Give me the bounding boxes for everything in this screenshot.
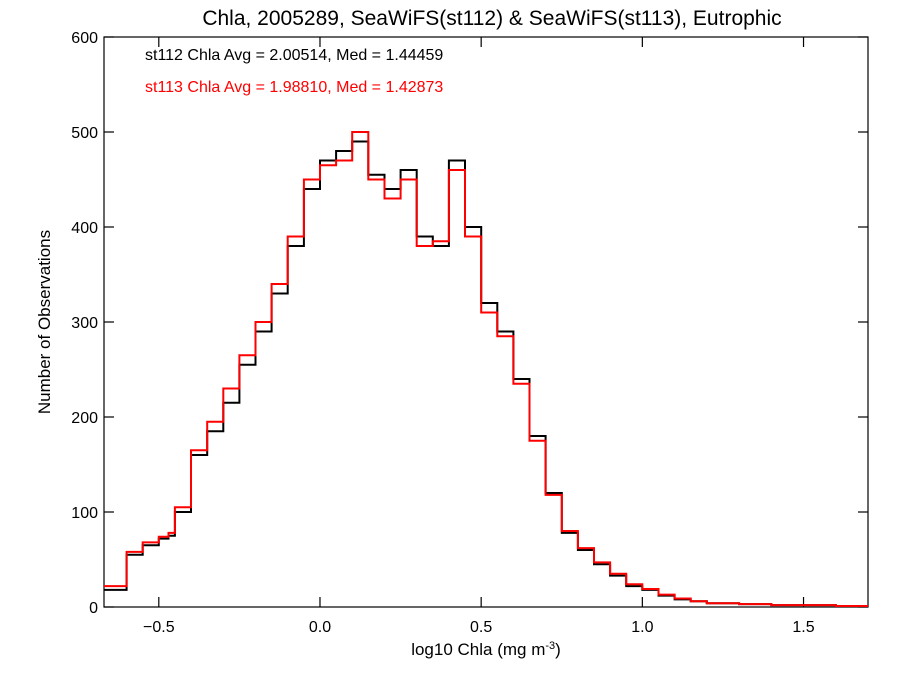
histogram-series	[104, 131, 868, 607]
x-axis-ticks: −0.5 0.0 0.5 1.0 1.5	[143, 37, 815, 636]
x-tick-label: 0.0	[309, 619, 331, 636]
x-axis-label: log10 Chla (mg m-3)	[411, 640, 561, 659]
x-tick-label: 1.0	[631, 619, 653, 636]
y-tick-label: 600	[71, 30, 98, 47]
x-tick-label: −0.5	[143, 619, 175, 636]
y-tick-label: 100	[71, 505, 98, 522]
y-axis-ticks: 0 100 200 300 400 500 600	[71, 30, 868, 617]
x-axis-label-tail: )	[555, 640, 561, 659]
y-tick-label: 400	[71, 220, 98, 237]
x-axis-label-superscript: -3	[545, 640, 555, 652]
legend-entry-st113: st113 Chla Avg = 1.98810, Med = 1.42873	[145, 79, 443, 96]
series-line-0	[104, 140, 868, 607]
legend-entry-st112: st112 Chla Avg = 2.00514, Med = 1.44459	[145, 47, 443, 64]
x-tick-label: 1.5	[792, 619, 814, 636]
y-tick-label: 200	[71, 410, 98, 427]
y-tick-label: 500	[71, 125, 98, 142]
x-tick-label: 0.5	[470, 619, 492, 636]
x-axis-label-main: log10 Chla (mg m	[411, 640, 545, 659]
plot-frame	[103, 36, 869, 608]
chart-title: Chla, 2005289, SeaWiFS(st112) & SeaWiFS(…	[202, 7, 781, 30]
y-tick-label: 0	[89, 600, 98, 617]
y-axis-label: Number of Observations	[35, 230, 54, 414]
series-line-1	[104, 131, 868, 607]
y-tick-label: 300	[71, 315, 98, 332]
